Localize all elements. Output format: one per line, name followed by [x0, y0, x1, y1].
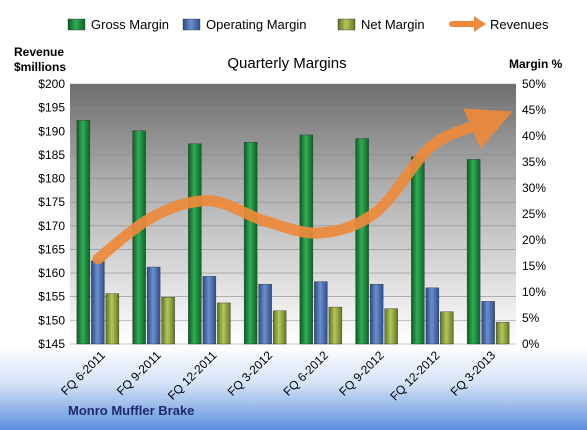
- left-tick-label: $190: [38, 124, 65, 138]
- left-tick-label: $185: [38, 148, 65, 162]
- line-series: [92, 108, 513, 265]
- net-margin-bar: [495, 321, 510, 345]
- right-axis-ticks: 0% 5% 10% 15% 20% 25% 30% 35% 40% 45% 50%: [522, 77, 546, 351]
- net-margin-bar: [272, 310, 287, 345]
- legend-swatch-operating-margin: [182, 18, 201, 31]
- right-axis-title: Margin %: [509, 57, 563, 71]
- net-margin-bar: [217, 302, 231, 345]
- operating-margin-bar: [91, 260, 105, 345]
- operating-margin-bar: [202, 276, 217, 345]
- legend: Gross Margin Operating Margin Net Margin Re…: [67, 16, 549, 32]
- net-margin-bar: [440, 311, 454, 345]
- gross-margin-bar: [243, 142, 258, 345]
- legend-arrow-icon: [474, 16, 486, 32]
- bar-series: [76, 120, 510, 345]
- left-tick-label: $195: [38, 101, 65, 115]
- left-axis-title-line1: Revenue: [14, 45, 64, 59]
- legend-label: Revenues: [490, 17, 549, 32]
- left-tick-label: $160: [38, 266, 65, 280]
- right-tick-label: 15%: [522, 259, 546, 273]
- legend-label: Net Margin: [361, 17, 425, 32]
- right-tick-label: 10%: [522, 285, 546, 299]
- legend-label: Operating Margin: [206, 17, 306, 32]
- net-margin-bar: [105, 293, 120, 345]
- gross-margin-bar: [355, 138, 369, 345]
- right-tick-label: 25%: [522, 207, 546, 221]
- gross-margin-bar: [466, 159, 481, 345]
- net-margin-bar: [384, 308, 398, 345]
- right-tick-label: 5%: [522, 311, 540, 325]
- company-name: Monro Muffler Brake: [68, 403, 194, 418]
- operating-margin-bar: [369, 284, 384, 345]
- left-tick-label: $145: [38, 337, 65, 351]
- left-tick-label: $165: [38, 242, 65, 256]
- left-tick-label: $155: [38, 290, 65, 304]
- legend-swatch-gross-margin: [67, 18, 86, 31]
- net-margin-bar: [161, 297, 175, 345]
- right-tick-label: 20%: [522, 233, 546, 247]
- left-axis-title-line2: $millions: [14, 60, 66, 74]
- operating-margin-bar: [481, 301, 495, 345]
- left-tick-label: $180: [38, 172, 65, 186]
- right-tick-label: 35%: [522, 155, 546, 169]
- footer-band: [0, 345, 587, 430]
- right-tick-label: 45%: [522, 103, 546, 117]
- revenues-line: [92, 108, 513, 265]
- operating-margin-bar: [425, 287, 440, 345]
- gross-margin-bar: [188, 143, 202, 345]
- legend-label: Gross Margin: [91, 17, 169, 32]
- gross-margin-bar: [299, 134, 314, 345]
- gross-margin-bar: [411, 156, 425, 345]
- left-tick-label: $170: [38, 219, 65, 233]
- left-tick-label: $175: [38, 195, 65, 209]
- left-axis-ticks: $145 $150 $155 $160 $165 $170 $175 $180 $185 $190…: [38, 77, 65, 351]
- left-tick-label: $150: [38, 313, 65, 327]
- right-tick-label: 30%: [522, 181, 546, 195]
- left-tick-label: $200: [38, 77, 65, 91]
- operating-margin-bar: [146, 266, 161, 345]
- gross-margin-bar: [132, 130, 146, 345]
- chart-title: Quarterly Margins: [227, 55, 346, 72]
- right-tick-label: 40%: [522, 129, 546, 143]
- net-margin-bar: [328, 306, 343, 345]
- right-tick-label: 0%: [522, 337, 540, 351]
- gross-margin-bar: [76, 120, 91, 345]
- operating-margin-bar: [258, 284, 272, 345]
- legend-swatch-net-margin: [337, 18, 356, 31]
- operating-margin-bar: [314, 281, 328, 345]
- right-tick-label: 50%: [522, 77, 546, 91]
